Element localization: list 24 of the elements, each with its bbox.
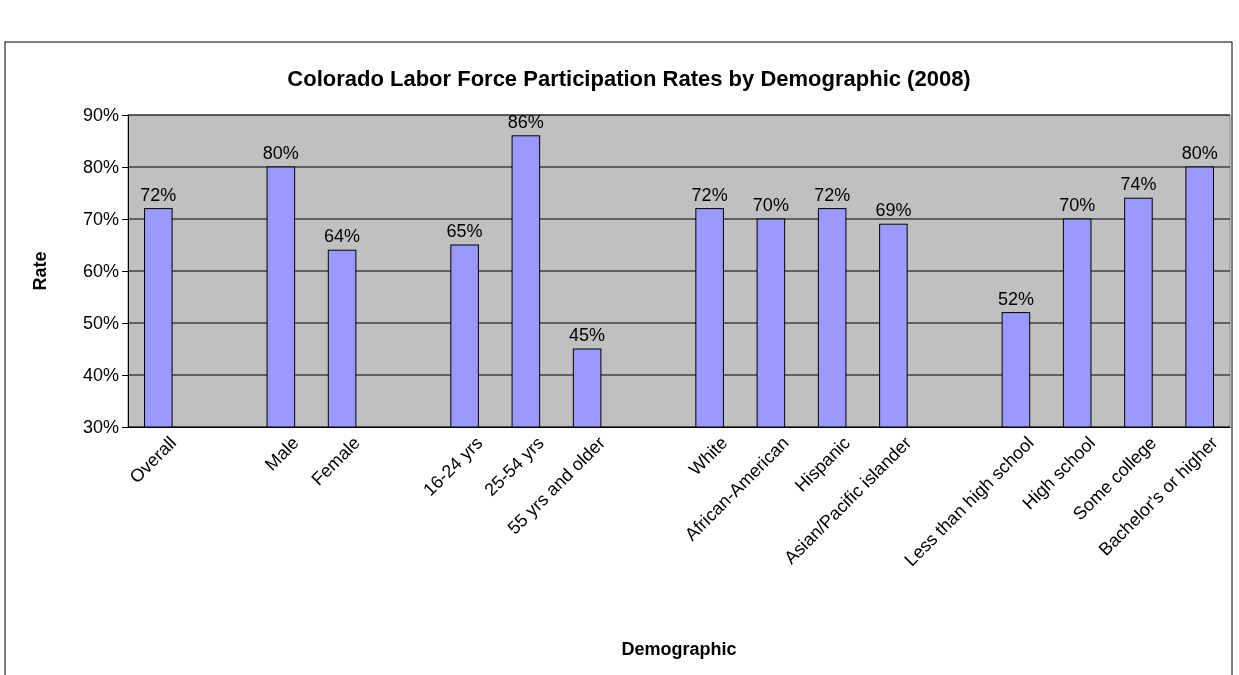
data-label: 72% (140, 184, 177, 205)
y-tick-label: 90% (82, 105, 119, 126)
chart-title: Colorado Labor Force Participation Rates by Demographic (2008) (287, 66, 971, 91)
data-label: 69% (875, 200, 912, 221)
y-tick-label: 30% (82, 417, 119, 438)
data-label: 72% (691, 184, 728, 205)
data-label: 52% (997, 288, 1034, 309)
data-label: 65% (446, 221, 483, 241)
y-tick-label: 80% (82, 157, 119, 178)
data-label: 72% (814, 184, 851, 205)
data-label: 74% (1120, 174, 1157, 195)
data-label: 80% (262, 143, 299, 163)
y-tick-label: 50% (82, 313, 119, 334)
data-label: 45% (569, 325, 606, 345)
data-label: 86% (507, 111, 544, 132)
x-axis-title: Demographic (621, 639, 737, 659)
y-axis-title: Rate (30, 251, 50, 291)
y-tick-label: 60% (82, 261, 119, 282)
y-tick-label: 40% (82, 365, 119, 386)
y-tick-label: 70% (82, 209, 119, 230)
data-label: 70% (752, 195, 789, 215)
data-label: 64% (324, 226, 361, 247)
data-label: 70% (1059, 195, 1096, 215)
data-label: 80% (1181, 143, 1218, 163)
